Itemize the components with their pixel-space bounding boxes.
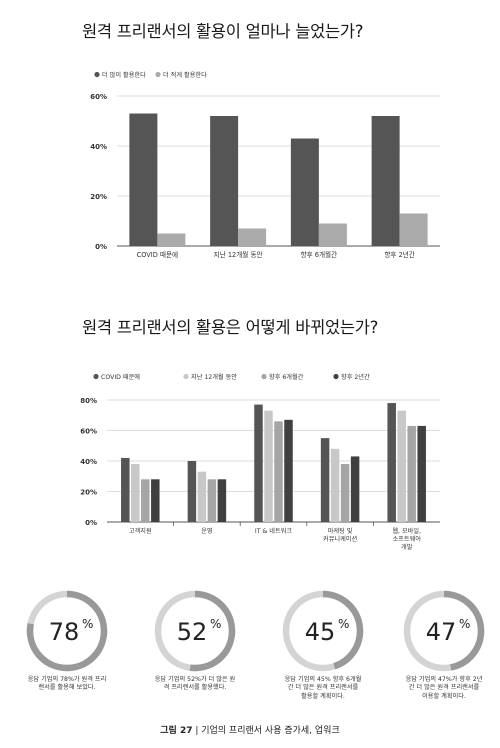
stat-caption: 응답 기업의 45% 향후 6개월 간 더 많은 원격 프리랜서를 활용할 계획이다… bbox=[284, 676, 362, 700]
donut-fill bbox=[154, 590, 236, 672]
bar bbox=[407, 425, 416, 522]
chart-1: 60% 40% 20% 0% 더 많이 활용한다 더 적게 활용한다 COVID 때문에 지난… bbox=[90, 71, 440, 259]
category-label: 커뮤니케이션 bbox=[323, 535, 357, 543]
bar bbox=[217, 479, 227, 522]
category-label: COVID 때문에 bbox=[137, 250, 179, 259]
bar bbox=[274, 421, 283, 522]
bar bbox=[350, 456, 360, 522]
bar bbox=[157, 233, 186, 246]
bar bbox=[197, 471, 207, 522]
y-tick-label: 40% bbox=[90, 143, 107, 151]
bar bbox=[284, 419, 293, 522]
donut-fill bbox=[26, 590, 108, 672]
stat-value: 47 bbox=[426, 618, 457, 646]
category-label: 고객지원 bbox=[129, 527, 152, 535]
stat-donut: 52% bbox=[154, 590, 236, 672]
bar bbox=[141, 479, 150, 522]
bar bbox=[399, 213, 428, 246]
donut-fill bbox=[403, 590, 485, 672]
stat-card: 45% 응답 기업의 45% 향후 6개월 간 더 많은 원격 프리랜서를 활용할 계… bbox=[268, 588, 378, 701]
stat-percent: % bbox=[459, 617, 470, 631]
figure-caption: 그림 27 | 기업의 프리랜서 사용 증가세, 업워크 bbox=[0, 723, 500, 736]
figure-label: 그림 27 bbox=[160, 726, 193, 736]
category-label: 소프트웨어 bbox=[392, 535, 420, 543]
legend-swatch bbox=[261, 373, 267, 380]
bar bbox=[330, 448, 340, 522]
chart-2-title: 원격 프리랜서의 활용은 어떻게 바뀌었는가? bbox=[82, 318, 379, 337]
legend-label: 더 많이 활용한다 bbox=[102, 71, 146, 79]
legend-swatch bbox=[183, 373, 189, 380]
stat-card: 47% 응답 기업의 47%가 향후 2년 간 더 많은 원격 프리랜서를 이용할 계… bbox=[389, 588, 499, 701]
bar bbox=[264, 410, 273, 522]
category-label: 지난 12개월 동안 bbox=[214, 250, 263, 259]
bar bbox=[290, 138, 319, 246]
category-label: 마케팅 및 bbox=[328, 527, 353, 535]
bar bbox=[320, 438, 330, 522]
legend-swatch bbox=[333, 373, 339, 380]
bar bbox=[238, 228, 267, 246]
y-tick-label: 40% bbox=[80, 458, 97, 466]
stat-caption: 응답 기업의 78%가 원격 프리 랜서를 활용해 보았다. bbox=[27, 676, 107, 692]
category-label: 개발 bbox=[401, 543, 413, 551]
y-tick-label: 20% bbox=[90, 193, 107, 201]
y-tick-label: 20% bbox=[80, 489, 97, 497]
legend-label: 지난 12개월 동안 bbox=[191, 373, 237, 381]
stats-row: 78% 응답 기업의 78%가 원격 프리 랜서를 활용해 보았다. 52% 응답 기업… bbox=[0, 588, 500, 701]
bar bbox=[121, 457, 130, 522]
stat-percent: % bbox=[82, 617, 93, 631]
category-label: IT & 네트워크 bbox=[255, 527, 292, 535]
figure-separator: | bbox=[192, 726, 202, 736]
donut-fill bbox=[282, 590, 364, 672]
y-tick-label: 60% bbox=[90, 93, 107, 101]
legend-swatch bbox=[155, 71, 161, 78]
legend-label: 향후 6개월간 bbox=[269, 373, 304, 381]
bar bbox=[187, 461, 197, 522]
y-tick-label: 0% bbox=[95, 243, 107, 251]
bar bbox=[131, 464, 140, 522]
stat-value: 52 bbox=[177, 618, 208, 646]
category-label: 향후 6개월간 bbox=[301, 250, 338, 259]
legend-label: COVID 때문에 bbox=[101, 373, 140, 381]
stat-value: 78 bbox=[49, 618, 80, 646]
bar bbox=[210, 116, 239, 246]
stat-percent: % bbox=[210, 617, 221, 631]
legend-label: 향후 2년간 bbox=[341, 373, 370, 381]
bar bbox=[340, 464, 350, 522]
stat-donut: 47% bbox=[403, 590, 485, 672]
y-tick-label: 80% bbox=[80, 397, 97, 405]
stat-percent: % bbox=[338, 617, 349, 631]
stat-caption: 응답 기업의 47%가 향후 2년 간 더 많은 원격 프리랜서를 이용할 계획이다… bbox=[405, 676, 483, 700]
stat-value: 45 bbox=[305, 618, 336, 646]
bar bbox=[318, 223, 347, 246]
legend-swatch bbox=[93, 373, 99, 380]
chart-1-title: 원격 프리랜서의 활용이 얼마나 늘었는가? bbox=[82, 22, 364, 41]
bar bbox=[397, 410, 406, 522]
legend-swatch bbox=[94, 71, 100, 78]
bar bbox=[254, 404, 263, 522]
legend-label: 더 적게 활용한다 bbox=[163, 71, 207, 79]
stat-card: 78% 응답 기업의 78%가 원격 프리 랜서를 활용해 보았다. bbox=[12, 588, 122, 693]
category-label: 향후 2년간 bbox=[384, 250, 415, 259]
category-label: 운영 bbox=[201, 527, 212, 535]
stat-donut: 45% bbox=[282, 590, 364, 672]
y-tick-label: 60% bbox=[80, 428, 97, 436]
figure-caption-text: 기업의 프리랜서 사용 증가세, 업워크 bbox=[201, 726, 340, 736]
bar bbox=[387, 403, 396, 522]
y-tick-label: 0% bbox=[85, 519, 97, 527]
bar bbox=[417, 425, 426, 522]
chart-2: 80% 60% 40% 20% 0% COVID 때문에 지난 12개월 동안 향후 6개월간… bbox=[80, 373, 440, 551]
bar bbox=[371, 116, 400, 246]
category-label: 웹, 모바일, bbox=[392, 527, 421, 535]
bar bbox=[207, 479, 217, 522]
stat-donut: 78% bbox=[26, 590, 108, 672]
bar bbox=[129, 113, 158, 246]
bar bbox=[151, 479, 160, 522]
